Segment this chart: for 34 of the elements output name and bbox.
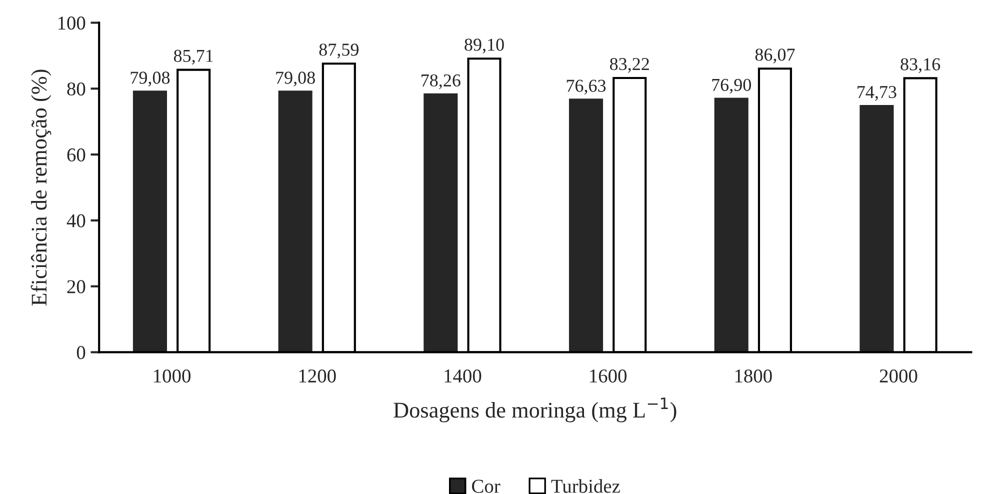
data-label: 79,08 [130, 72, 170, 86]
y-tick-label: 80 [67, 82, 86, 96]
y-tick-label: 20 [67, 280, 86, 294]
data-label: 83,16 [900, 58, 940, 73]
data-label: 89,10 [464, 38, 504, 54]
y-tick-label: 0 [76, 346, 86, 360]
bar [424, 93, 458, 352]
bar [860, 104, 894, 352]
x-tick-label: 1400 [444, 369, 482, 383]
x-tick-label: 1600 [590, 369, 627, 383]
data-label: 78,26 [422, 74, 460, 90]
bar [132, 90, 168, 352]
y-axis-title: Eficiência de remoção (%) [30, 70, 52, 306]
bar [278, 90, 312, 352]
y-tick-label: 60 [67, 148, 86, 162]
data-label: 76,63 [566, 80, 606, 94]
x-tick-label: 1200 [299, 369, 336, 383]
data-label: 87,59 [319, 44, 358, 58]
data-label: 79,08 [276, 72, 315, 86]
legend-label: Turbidez [551, 479, 620, 493]
x-tick-label: 1800 [735, 369, 772, 383]
x-tick-label: 2000 [880, 369, 918, 383]
data-label: 74,73 [858, 86, 896, 101]
x-axis-title: Dosagens de moringa (mg L$^{−1}$) [394, 398, 676, 422]
data-label: 85,71 [174, 50, 213, 65]
bar [714, 98, 748, 352]
data-label: 83,22 [610, 58, 649, 73]
data-label: 76,90 [712, 78, 751, 94]
y-tick-label: 40 [66, 214, 86, 228]
legend-label: Cor [472, 480, 500, 493]
bar [568, 98, 604, 352]
data-label: 86,07 [755, 48, 795, 64]
y-tick-label: 100 [58, 16, 86, 30]
x-tick-label: 1000 [154, 369, 190, 383]
